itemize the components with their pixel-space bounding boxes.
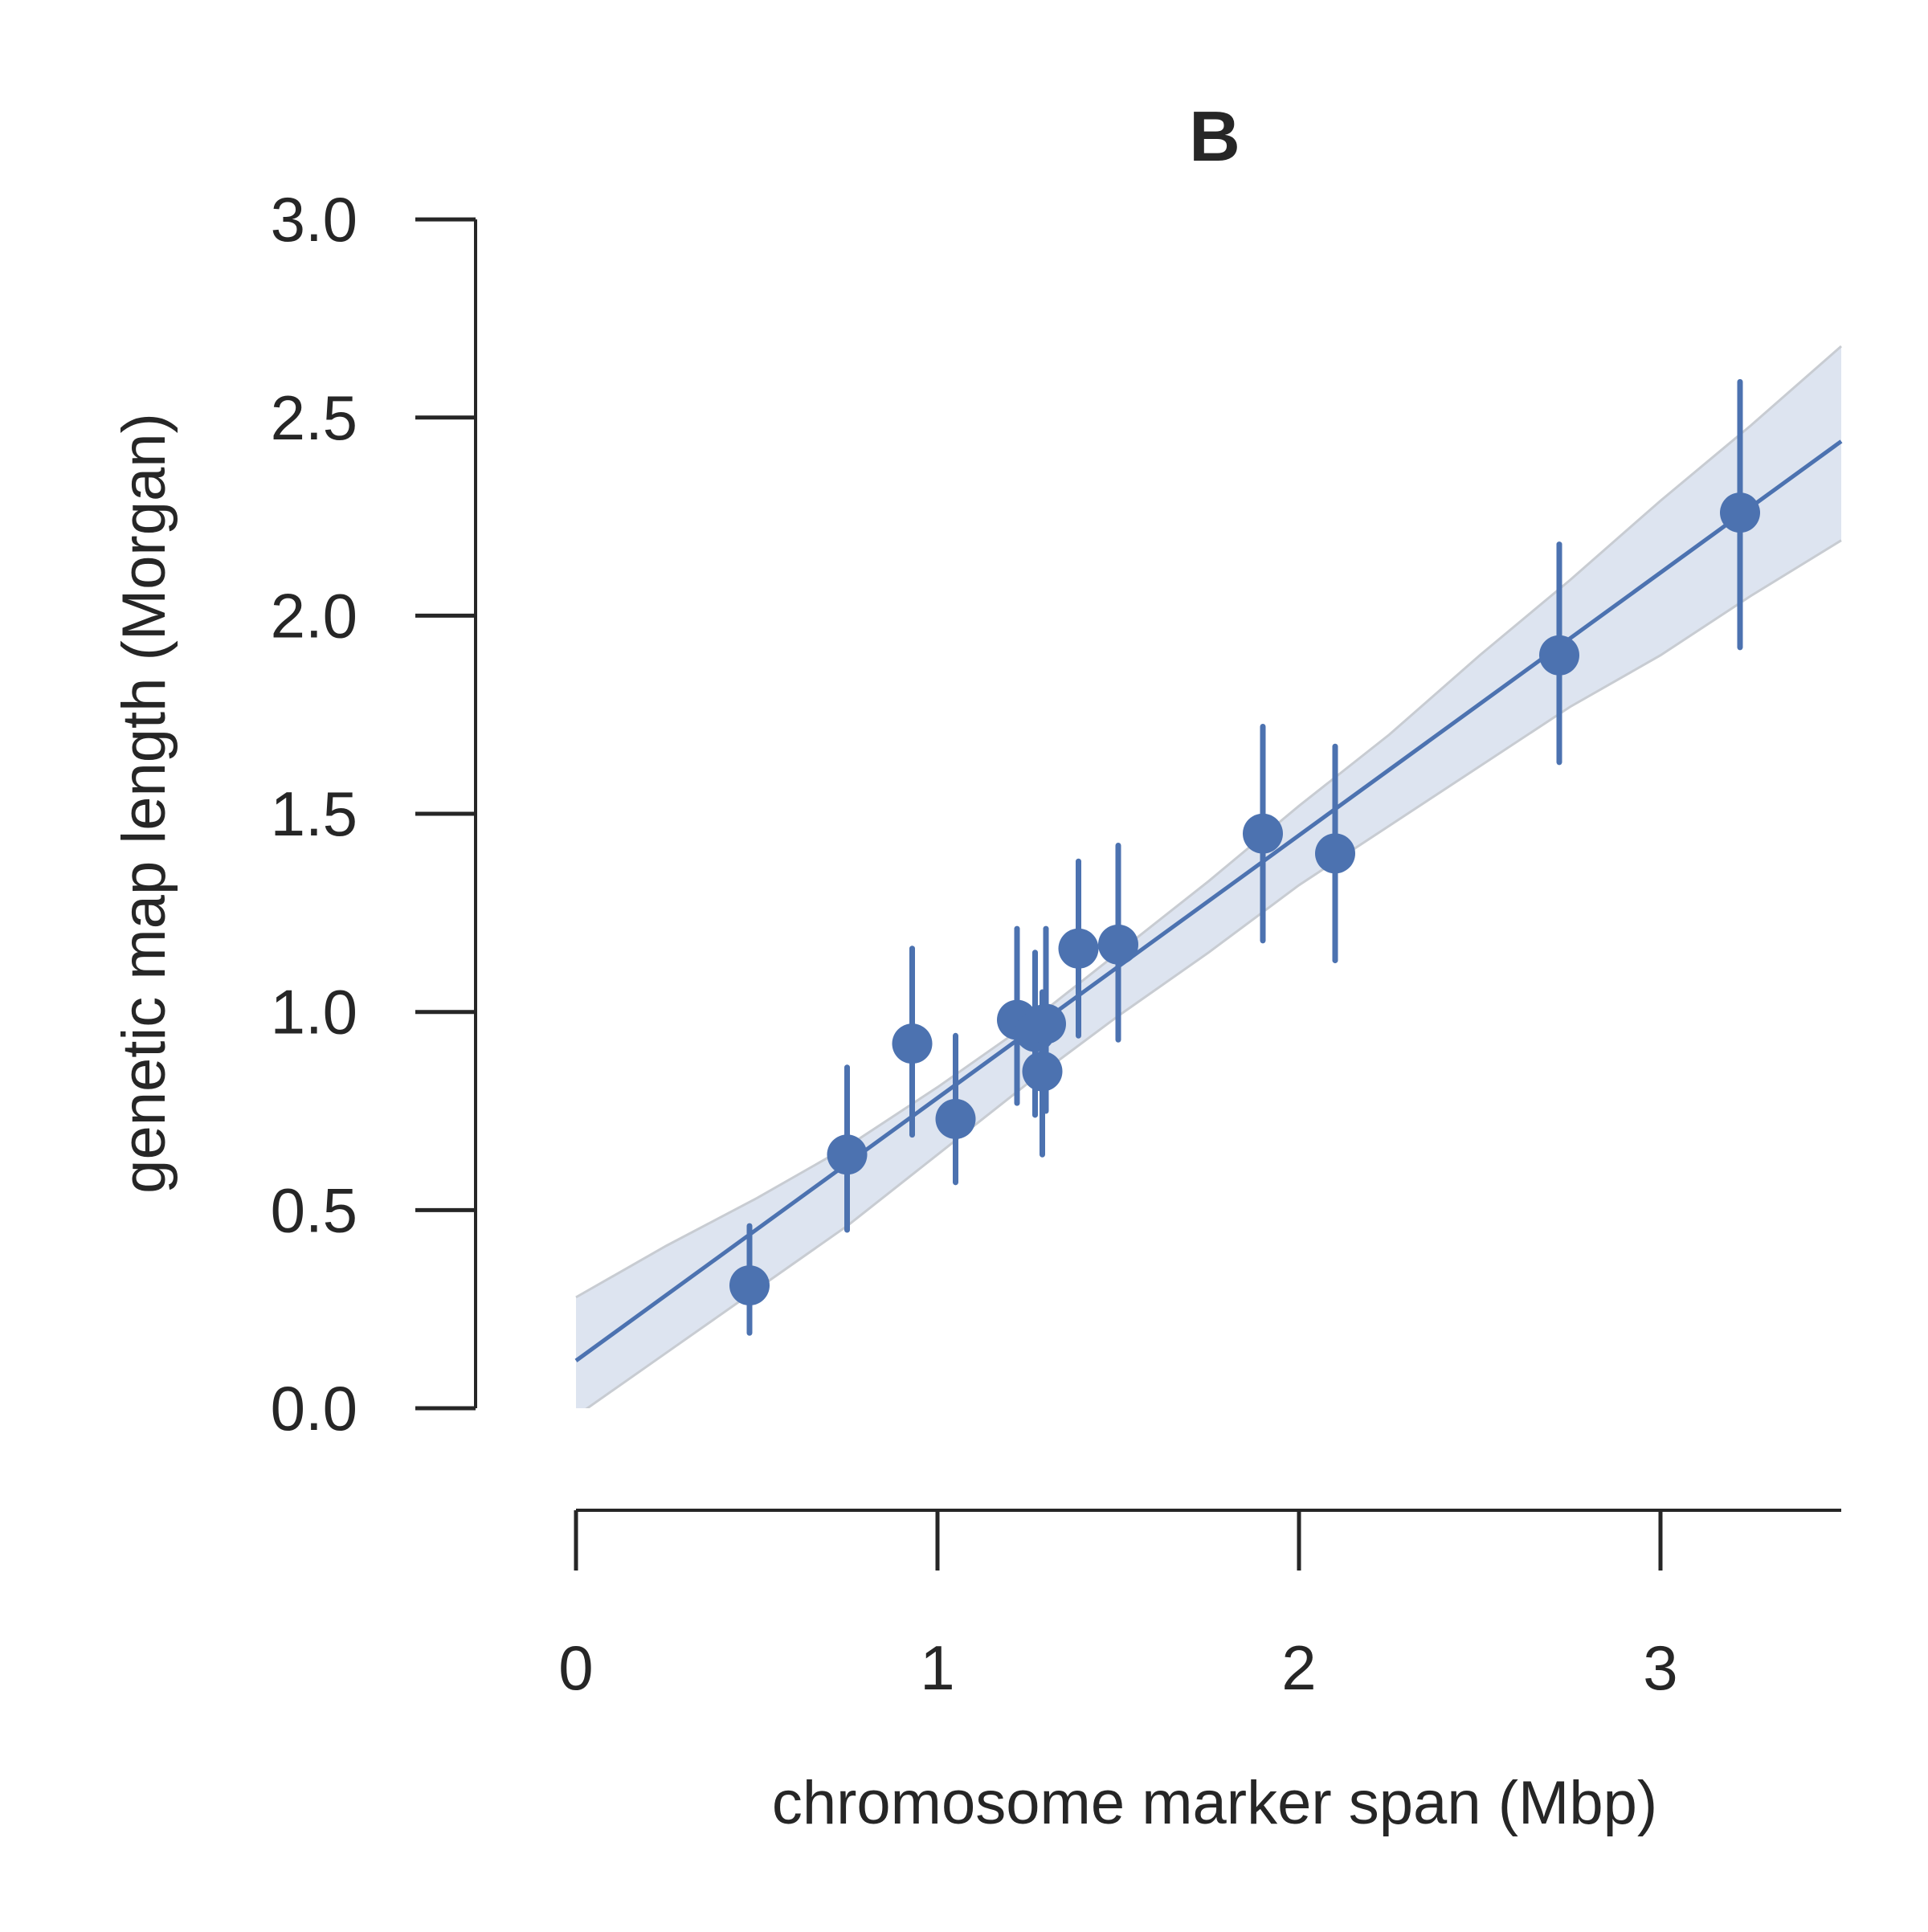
point-marker	[1026, 1003, 1066, 1044]
x-tick-label: 2	[1281, 1632, 1316, 1703]
y-tick-label: 3.0	[271, 184, 357, 255]
data-point-2	[827, 1064, 868, 1233]
y-tick-label: 0.0	[271, 1373, 357, 1444]
axes-layer: 0.0 0.5 1.0 1.5 2.0 2.5 3.0 0 1 2 3	[271, 184, 1841, 1703]
data-point-11	[1243, 724, 1283, 944]
point-marker	[827, 1134, 868, 1175]
point-marker	[1058, 928, 1099, 969]
data-point-10	[1098, 843, 1138, 1043]
data-point-8	[1026, 925, 1066, 1114]
point-marker	[729, 1265, 770, 1306]
data-point-4	[935, 1032, 976, 1186]
confidence-band-lower-edge	[585, 539, 1842, 1409]
confidence-band-upper-edge	[575, 345, 1842, 1299]
y-tick-label: 2.0	[271, 580, 357, 651]
point-marker	[1315, 833, 1355, 874]
confidence-band	[576, 345, 1841, 1409]
y-axis-label: genetic map length (Morgan)	[110, 413, 178, 1194]
point-marker	[1720, 492, 1760, 533]
data-point-13	[1539, 541, 1579, 766]
points-layer	[729, 378, 1760, 1336]
point-marker	[1243, 813, 1283, 854]
y-tick-label: 1.5	[271, 778, 357, 849]
x-tick-label: 3	[1643, 1632, 1677, 1703]
point-marker	[1098, 924, 1138, 965]
chart-title: B	[1189, 96, 1240, 176]
point-marker	[1022, 1051, 1063, 1092]
x-tick-label: 0	[558, 1632, 593, 1703]
fit-line-layer	[574, 439, 1843, 1362]
data-point-12	[1315, 743, 1355, 964]
x-tick-label: 1	[920, 1632, 954, 1703]
regression-line	[574, 439, 1843, 1362]
data-point-9	[1058, 858, 1099, 1039]
data-point-14	[1720, 378, 1760, 651]
y-tick-label: 0.5	[271, 1174, 357, 1245]
y-tick-label: 2.5	[271, 382, 357, 453]
y-tick-label: 1.0	[271, 977, 357, 1048]
point-marker	[892, 1023, 933, 1064]
point-marker	[935, 1098, 976, 1139]
confidence-band-layer	[575, 345, 1842, 1409]
point-marker	[1539, 635, 1579, 676]
x-axis-label: chromosome marker span (Mbp)	[772, 1769, 1657, 1837]
data-point-3	[892, 946, 933, 1138]
data-point-1	[729, 1223, 770, 1336]
